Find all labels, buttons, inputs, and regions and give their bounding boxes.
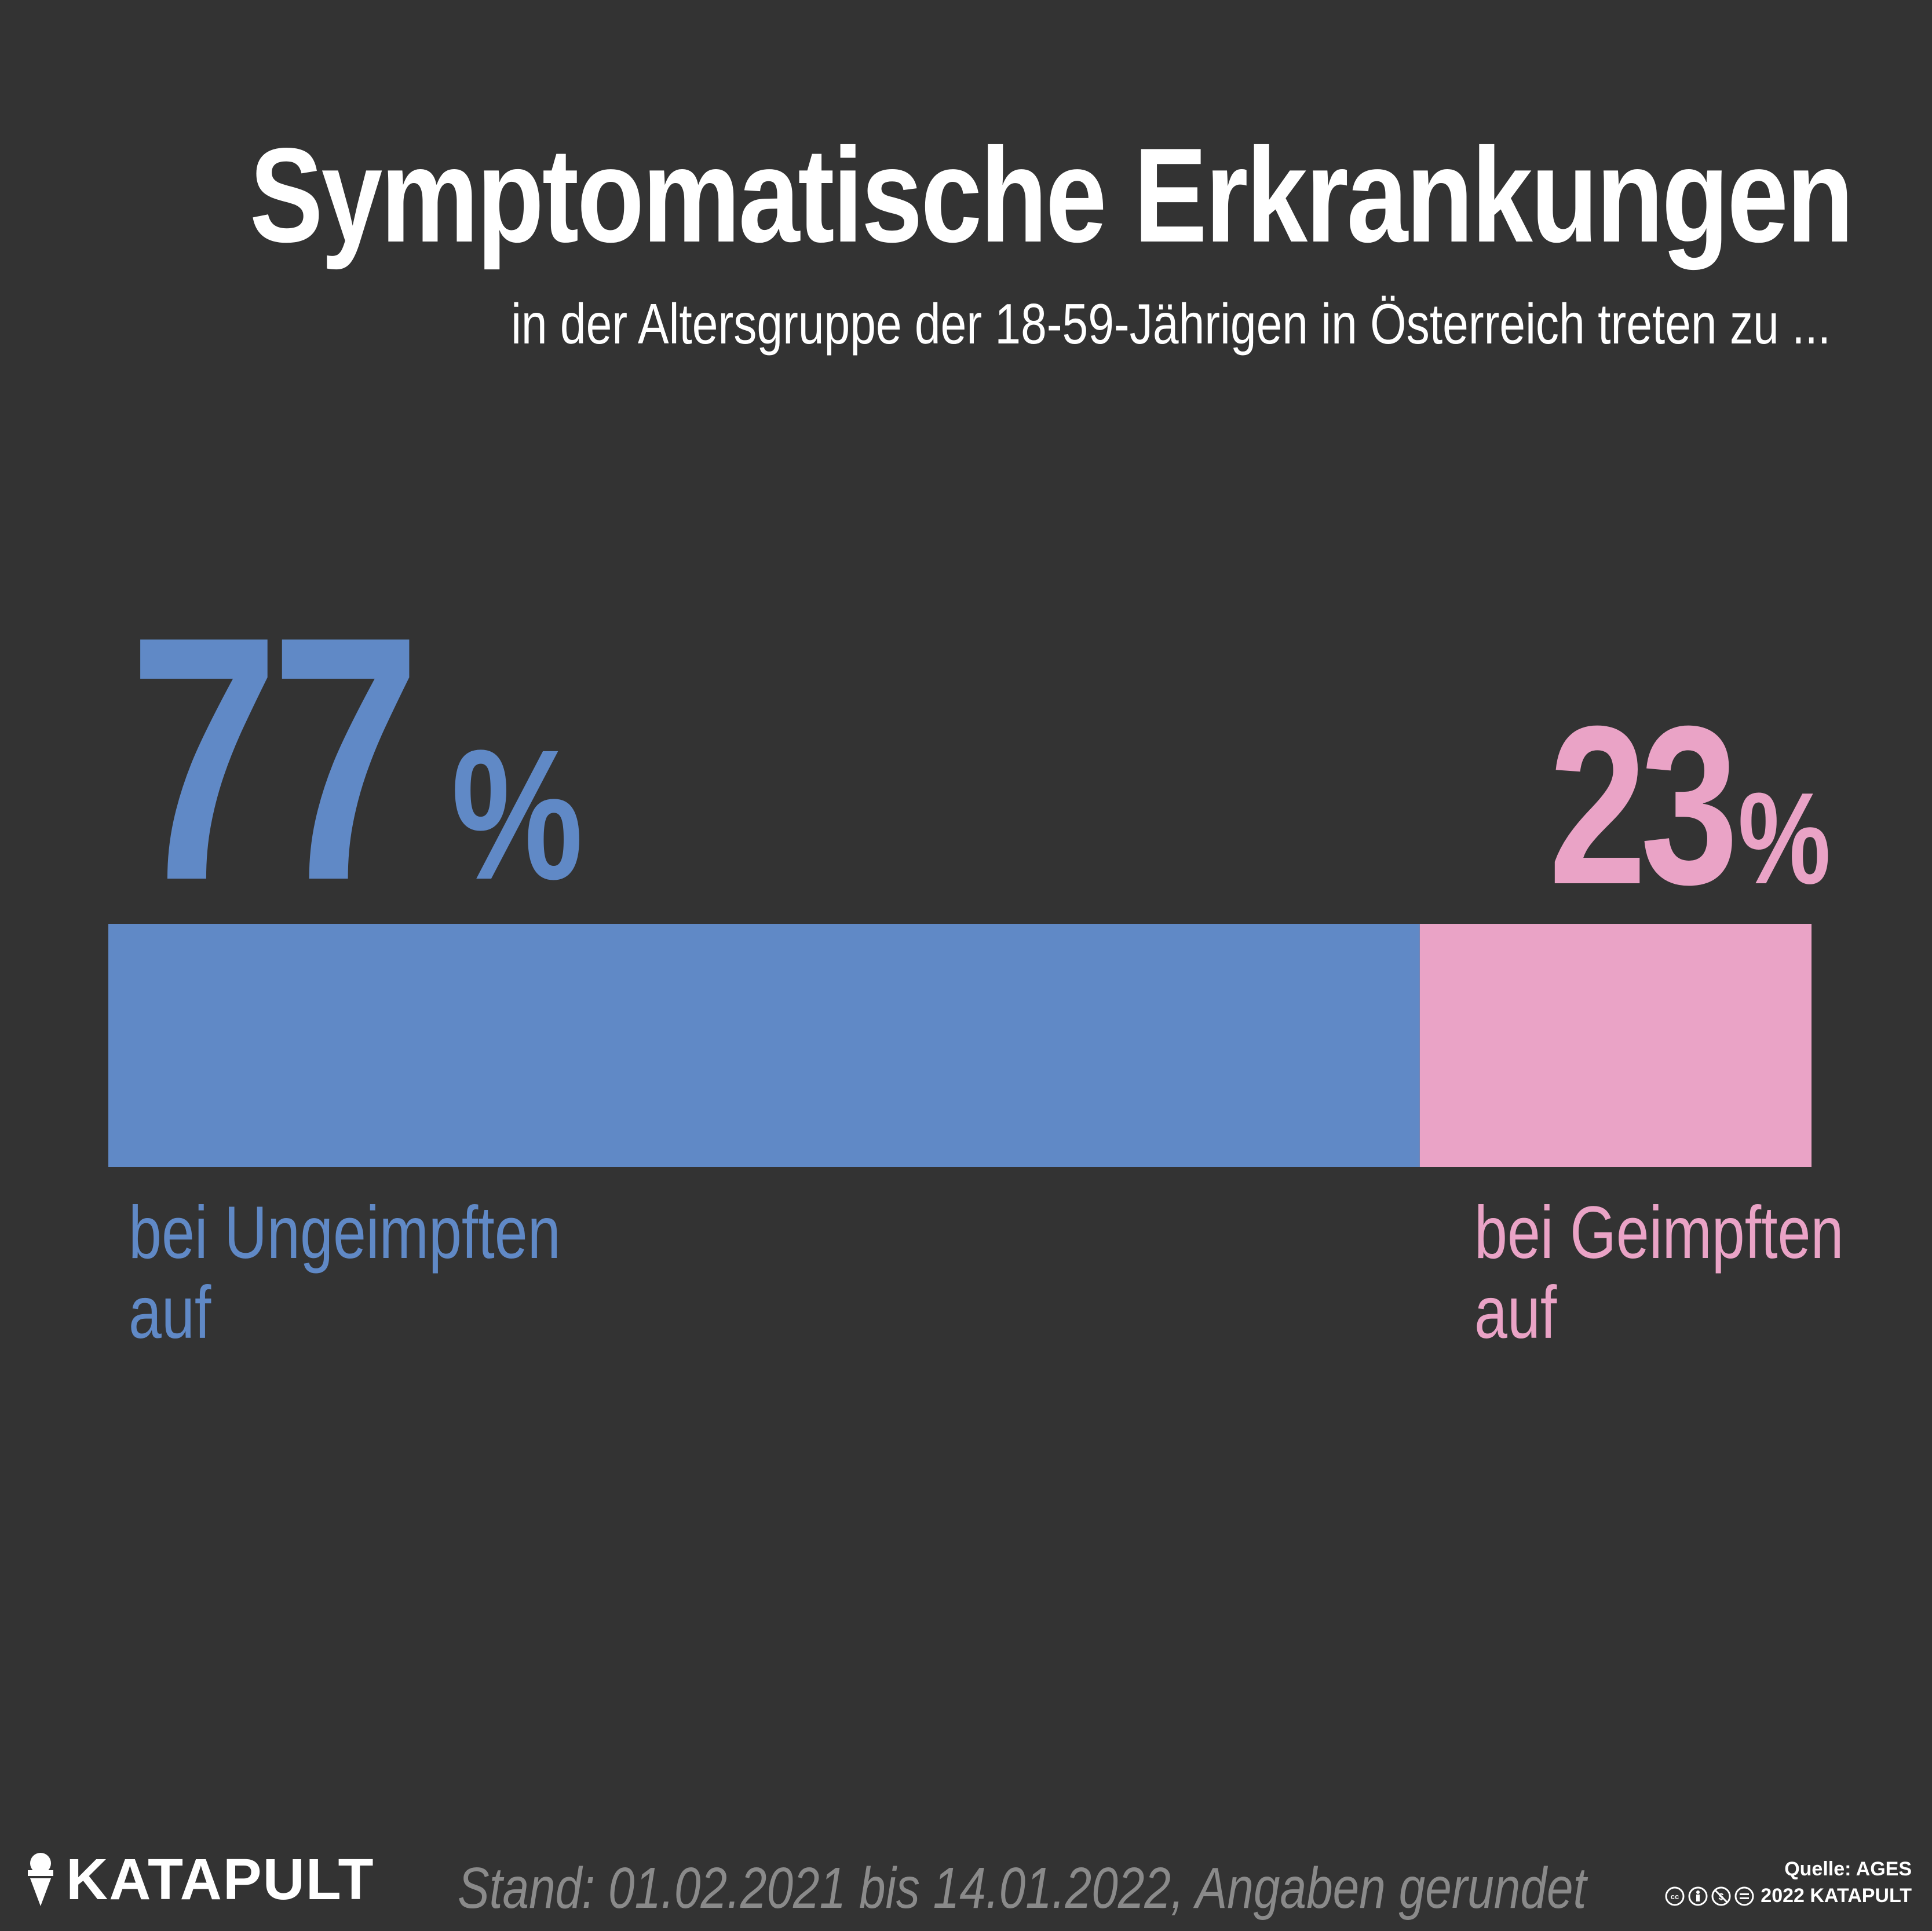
chart-title: Symptomatische Erkrankungen [249, 120, 1854, 270]
nd-icon [1734, 1886, 1754, 1906]
vaccinated-percentage: 23% [1497, 692, 1831, 918]
vaccinated-bar-segment [1419, 924, 1812, 1167]
svg-text:cc: cc [1671, 1892, 1679, 1901]
source-label: Quelle: AGES [1784, 1858, 1912, 1880]
unvaccinated-category-label: bei Ungeimpften auf [129, 1193, 561, 1353]
vaccinated-value-label: 23 [1548, 679, 1738, 931]
vaccinated-label-line2: auf [1474, 1271, 1557, 1354]
unvaccinated-value-label: 77 [129, 565, 421, 953]
copyright-label: 2022 KATAPULT [1761, 1884, 1912, 1907]
logo-text: KATAPULT [66, 1847, 375, 1912]
nc-icon: $ [1711, 1886, 1731, 1906]
stacked-bar-chart [108, 924, 1812, 1167]
unvaccinated-bar-segment [108, 924, 1420, 1167]
ice-cream-icon [28, 1853, 53, 1906]
by-icon [1688, 1886, 1708, 1906]
unvaccinated-unit-label: % [451, 711, 584, 918]
footnote: Stand: 01.02.2021 bis 14.01.2022, Angabe… [458, 1856, 1587, 1921]
source-block: Quelle: AGES cc $ 2022 KATAPULT [1664, 1856, 1912, 1910]
vaccinated-unit-label: % [1737, 765, 1831, 911]
unvaccinated-label-line2: auf [129, 1271, 211, 1354]
unvaccinated-label-line1: bei Ungeimpften [129, 1191, 561, 1274]
katapult-logo: KATAPULT [23, 1850, 375, 1908]
svg-text:$: $ [1719, 1892, 1724, 1902]
cc-icon: cc [1665, 1886, 1685, 1906]
vaccinated-category-label: bei Geimpften auf [1474, 1193, 1844, 1353]
vaccinated-label-line1: bei Geimpften [1474, 1191, 1844, 1274]
license-icons: cc $ [1664, 1886, 1755, 1907]
chart-subtitle: in der Altersgruppe der 18-59-Jährigen i… [510, 292, 1831, 356]
unvaccinated-percentage: 77% [129, 585, 616, 932]
